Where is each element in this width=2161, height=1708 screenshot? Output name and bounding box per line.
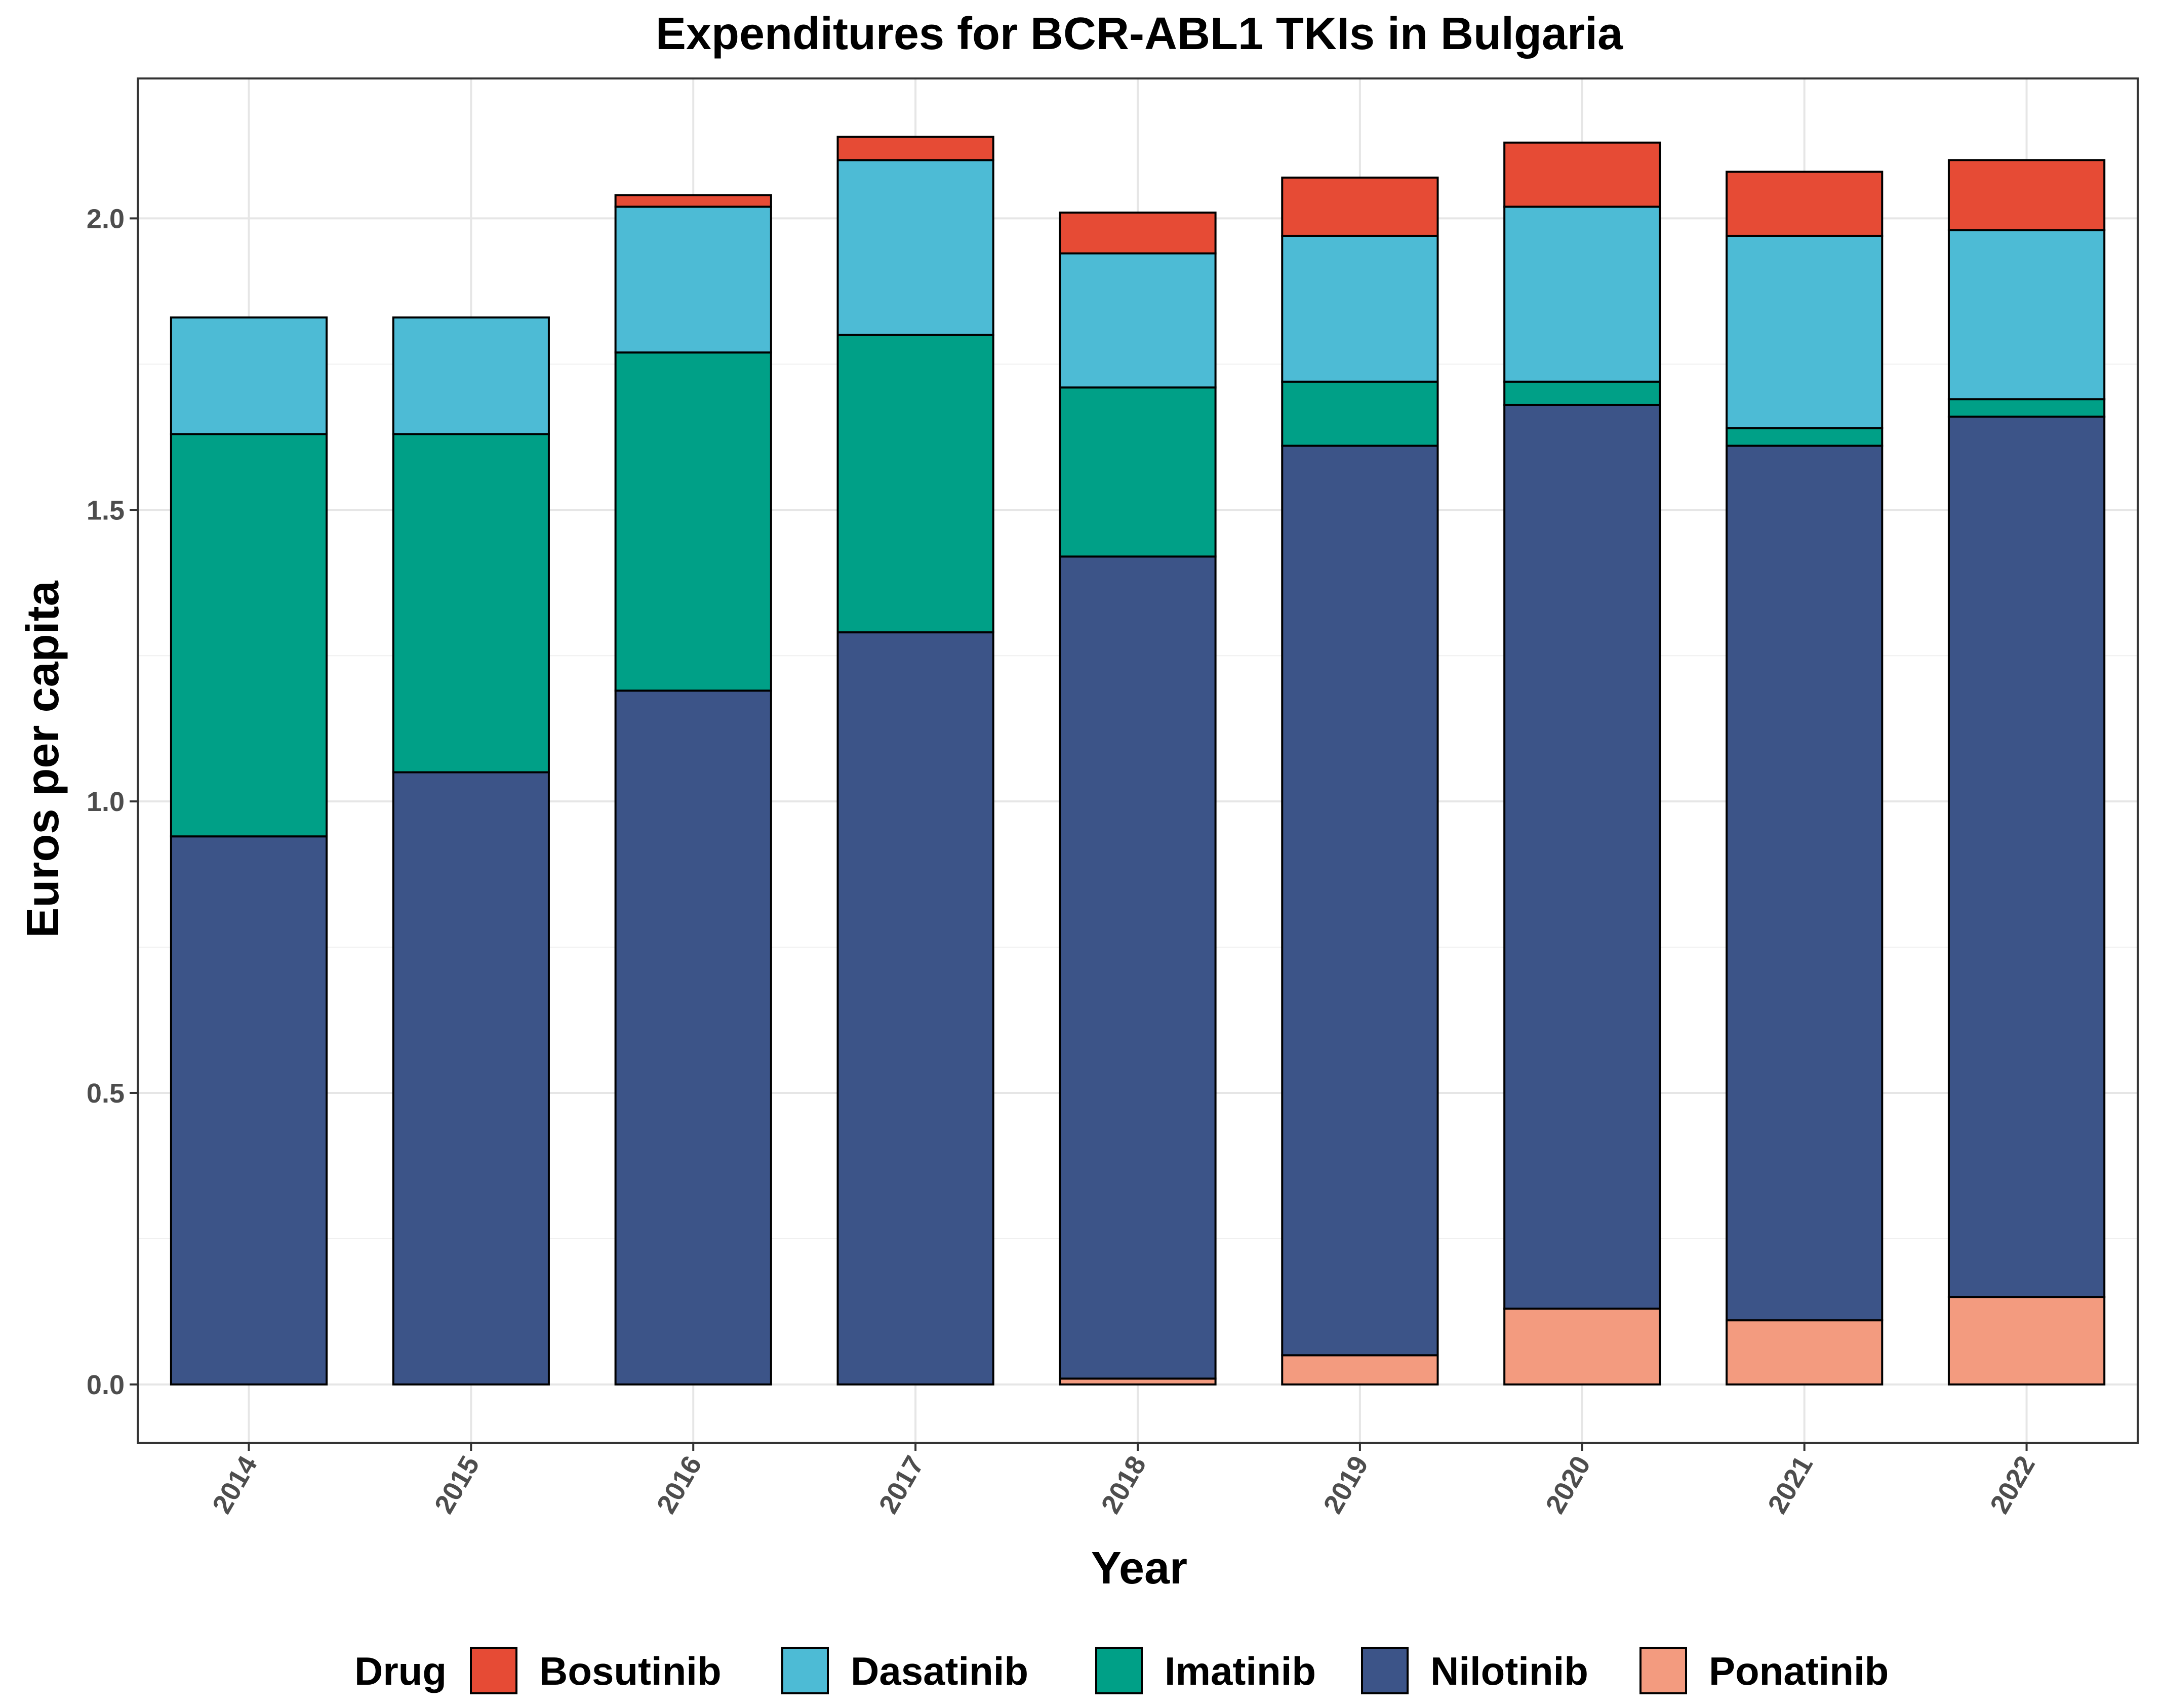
y-tick-label: 1.0 (87, 787, 125, 817)
bar-segment-imatinib-2021 (1726, 427, 1884, 447)
legend-label-ponatinib: Ponatinib (1709, 1649, 1889, 1693)
legend-label-bosutinib: Bosutinib (539, 1649, 722, 1693)
y-tick-label: 1.5 (87, 495, 125, 525)
chart-title: Expenditures for BCR-ABL1 TKIs in Bulgar… (656, 9, 1623, 59)
x-axis-title: Year (1091, 1543, 1187, 1594)
legend-label-dasatinib: Dasatinib (851, 1649, 1028, 1693)
bar-segment-bosutinib-2022 (1947, 159, 2106, 231)
bar-segment-nilotinib-2014 (170, 835, 328, 1386)
bar-segment-dasatinib-2015 (392, 316, 550, 435)
y-tick-label: 0.5 (87, 1078, 125, 1109)
bar-segment-dasatinib-2017 (836, 159, 994, 336)
bars (170, 136, 2106, 1386)
legend-key-nilotinib (1361, 1647, 1409, 1694)
bar-segment-dasatinib-2020 (1503, 206, 1661, 383)
bar-segment-imatinib-2018 (1059, 386, 1217, 558)
bar-segment-dasatinib-2021 (1726, 234, 1884, 430)
bar-segment-nilotinib-2015 (392, 771, 550, 1386)
bar-segment-bosutinib-2020 (1503, 141, 1661, 208)
legend-key-ponatinib (1639, 1647, 1687, 1694)
legend: Drug Bosutinib Dasatinib Imatinib Nilotinib P… (354, 1647, 1889, 1694)
bar-segment-ponatinib-2020 (1503, 1308, 1661, 1386)
bar-segment-dasatinib-2022 (1947, 229, 2106, 400)
legend-key-dasatinib (781, 1647, 829, 1694)
bar-segment-dasatinib-2016 (614, 206, 772, 354)
y-tick-label: 0.0 (87, 1370, 125, 1400)
bar-segment-dasatinib-2018 (1059, 252, 1217, 389)
bar-segment-ponatinib-2021 (1726, 1319, 1884, 1386)
bar-segment-bosutinib-2016 (614, 194, 772, 208)
bar-segment-imatinib-2015 (392, 433, 550, 774)
y-tick-label: 2.0 (87, 204, 125, 234)
legend-label-imatinib: Imatinib (1165, 1649, 1316, 1693)
bar-segment-ponatinib-2022 (1947, 1296, 2106, 1386)
bar-segment-nilotinib-2021 (1726, 444, 1884, 1322)
legend-title: Drug (354, 1649, 447, 1693)
bar-segment-bosutinib-2018 (1059, 211, 1217, 255)
legend-key-imatinib (1095, 1647, 1143, 1694)
bar-segment-bosutinib-2021 (1726, 171, 1884, 237)
bar-segment-imatinib-2020 (1503, 380, 1661, 406)
bar-segment-ponatinib-2019 (1281, 1354, 1439, 1386)
bar-segment-imatinib-2022 (1947, 398, 2106, 418)
bar-segment-nilotinib-2019 (1281, 444, 1439, 1357)
bar-segment-imatinib-2014 (170, 433, 328, 838)
bar-segment-imatinib-2016 (614, 351, 772, 692)
legend-key-bosutinib (470, 1647, 517, 1694)
legend-label-nilotinib: Nilotinib (1430, 1649, 1588, 1693)
bar-segment-nilotinib-2017 (836, 631, 994, 1386)
bar-segment-nilotinib-2016 (614, 689, 772, 1386)
bar-segment-imatinib-2017 (836, 334, 994, 634)
bar-segment-nilotinib-2018 (1059, 555, 1217, 1380)
y-axis: 0.0 0.5 1.0 1.5 2.0 (87, 204, 138, 1400)
bar-segment-dasatinib-2019 (1281, 234, 1439, 383)
y-axis-title: Euros per capita (18, 580, 68, 938)
bar-segment-imatinib-2019 (1281, 380, 1439, 447)
bar-segment-nilotinib-2020 (1503, 403, 1661, 1310)
bar-segment-nilotinib-2022 (1947, 415, 2106, 1298)
bar-segment-bosutinib-2017 (836, 136, 994, 161)
bar-segment-dasatinib-2014 (170, 316, 328, 435)
bar-segment-bosutinib-2019 (1281, 176, 1439, 237)
